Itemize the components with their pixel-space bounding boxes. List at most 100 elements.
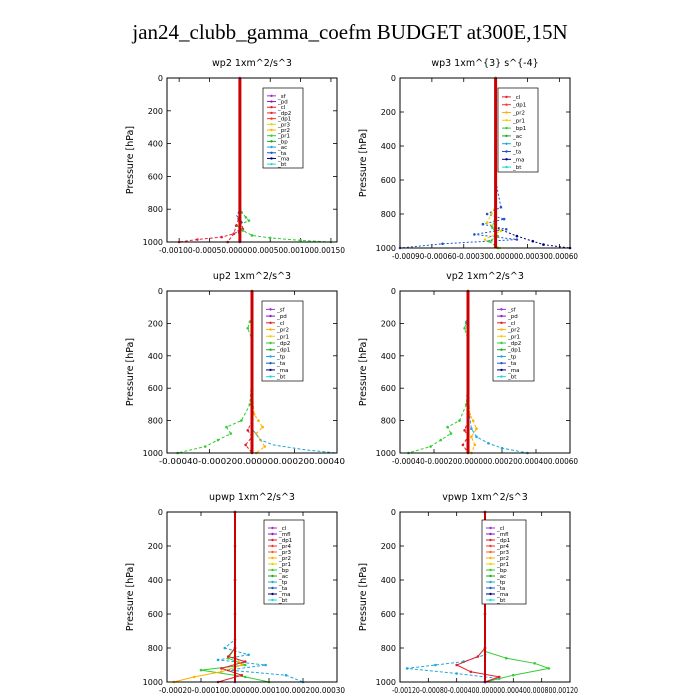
y-axis-label: Pressure [hPa] xyxy=(358,563,369,631)
legend-label: _ac xyxy=(496,574,506,580)
legend-marker xyxy=(269,314,272,318)
legend-label: _pr4 xyxy=(278,544,292,550)
chart-title: vp2 1xm^2/s^3 xyxy=(446,271,524,282)
legend-label: _cl xyxy=(512,95,521,101)
y-tick-label: 1000 xyxy=(143,449,163,458)
legend-label: _ma xyxy=(277,156,289,162)
legend-label: _ma xyxy=(278,592,290,598)
data-point xyxy=(216,658,220,662)
plot-frame xyxy=(399,290,571,454)
legend-label: _pr3 xyxy=(277,122,291,128)
legend-label: _bt xyxy=(512,165,522,171)
legend-marker xyxy=(489,580,492,584)
data-point xyxy=(475,427,478,431)
legend-marker xyxy=(270,111,273,115)
chart-title: upwp 1xm^2/s^3 xyxy=(209,492,295,503)
data-point xyxy=(263,445,267,448)
y-tick-label: 200 xyxy=(148,319,163,328)
data-point xyxy=(246,429,250,432)
data-point xyxy=(247,653,250,657)
x-tick-labels: -0.00100-0.00050.000000.000500.001000.00… xyxy=(159,246,345,255)
y-axis-label: Pressure [hPa] xyxy=(125,126,136,194)
legend-label: _pr1 xyxy=(507,334,520,340)
x-tick-labels: -0.00090-0.00060-0.000300.000000.000300.… xyxy=(392,252,578,261)
legend-marker xyxy=(505,119,508,122)
legend-label: _pd xyxy=(276,314,287,320)
y-axis-label: Pressure [hPa] xyxy=(358,338,369,406)
legend-marker xyxy=(269,355,272,358)
legend-box xyxy=(492,300,535,382)
legend: _cl _dp1 _pr2_pr1 _bp1 _ac _tp _ta_ma _bt xyxy=(497,87,539,173)
legend-marker xyxy=(489,544,492,548)
data-point xyxy=(470,427,473,431)
data-point xyxy=(475,435,478,439)
legend-marker xyxy=(489,586,492,590)
y-tick-label: 400 xyxy=(148,352,163,361)
data-point xyxy=(247,219,251,222)
y-tick-label: 600 xyxy=(381,384,396,393)
legend-marker xyxy=(271,598,274,602)
y-tick-label: 800 xyxy=(148,417,163,426)
data-point xyxy=(458,419,461,422)
legend-marker xyxy=(270,157,273,160)
legend-marker xyxy=(270,106,273,109)
legend-label: _pr2 xyxy=(496,556,509,562)
data-point xyxy=(257,419,260,422)
data-point xyxy=(246,326,250,330)
y-tick-label: 200 xyxy=(381,319,396,328)
legend-label: _pd xyxy=(507,314,518,320)
y-tick-label: 400 xyxy=(381,352,396,361)
legend-label: _ta xyxy=(496,586,505,592)
legend-marker xyxy=(489,598,492,602)
y-tick-label: 600 xyxy=(148,610,163,619)
data-point xyxy=(203,445,207,448)
legend-label: _pd xyxy=(277,100,288,106)
data-point xyxy=(244,443,247,447)
y-tick-label: 600 xyxy=(148,384,163,393)
legend-marker xyxy=(269,321,272,325)
y-tick-label: 0 xyxy=(158,287,163,296)
chart-title: up2 1xm^2/s^3 xyxy=(213,271,291,282)
legend-marker xyxy=(271,526,274,530)
series-line-dp1 xyxy=(217,512,247,683)
legend-label: _pr1 xyxy=(278,562,291,568)
y-tick-label: 200 xyxy=(148,542,163,551)
y-axis-label: Pressure [hPa] xyxy=(358,129,369,197)
legend-label: _bt xyxy=(276,375,286,381)
series-line-dp1 xyxy=(179,86,244,243)
legend-marker xyxy=(270,128,273,132)
series-line-pr2 xyxy=(173,512,243,683)
chart-title: vpwp 1xm^2/s^3 xyxy=(442,492,528,503)
legend-label: _ac xyxy=(277,145,287,151)
y-tick-label: 800 xyxy=(148,205,163,214)
y-tick-label: 800 xyxy=(381,210,396,219)
legend-marker xyxy=(489,556,492,560)
legend-label: _bp1 xyxy=(512,126,526,132)
legend-marker xyxy=(271,532,274,536)
data-point xyxy=(487,441,490,445)
legend-marker xyxy=(270,145,273,149)
data-point xyxy=(225,425,228,429)
data-point xyxy=(515,238,519,241)
legend: _cl_mfl_dp1_pr4_pr3_pr2_pr1_bp_ac_tp_ta_… xyxy=(481,519,527,605)
data-point xyxy=(490,212,493,216)
legend-marker xyxy=(271,550,274,554)
legend-marker xyxy=(505,158,508,161)
data-point xyxy=(542,243,545,246)
legend: _cl_mfl_dp1_pr4_pr3_pr2_pr1_bp_ac_tp_ta_… xyxy=(263,519,305,605)
data-point xyxy=(497,675,501,679)
chart-panel-2: wp3 1xm^{3} s^{-4} Pressure [hPa] 0 200 400 6… xyxy=(358,58,578,261)
data-point xyxy=(461,443,465,447)
legend-label: _cl xyxy=(278,526,287,532)
data-point xyxy=(473,233,476,236)
legend-marker xyxy=(269,335,272,338)
legend-label: _tp xyxy=(512,142,522,148)
legend-label: _pr3 xyxy=(496,550,510,556)
legend-marker xyxy=(505,150,508,153)
plot-frame xyxy=(399,77,571,249)
legend-marker xyxy=(269,361,272,365)
data-point xyxy=(196,238,199,241)
legend-label: _tp xyxy=(496,580,506,586)
y-tick-label: 600 xyxy=(381,610,396,619)
chart-panel-5: upwp 1xm^2/s^3 Pressure [hPa] 0 200 400 600 80… xyxy=(125,492,345,695)
